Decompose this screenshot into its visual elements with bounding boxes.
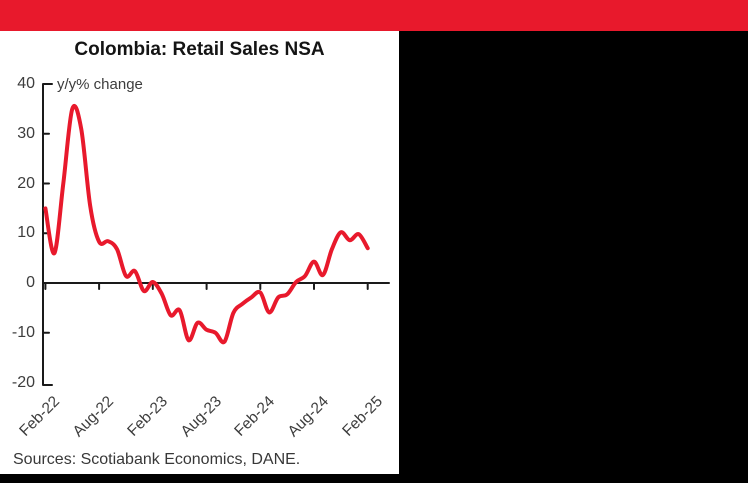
- y-axis-unit-label: y/y% change: [57, 76, 143, 93]
- source-note: Sources: Scotiabank Economics, DANE.: [13, 451, 301, 468]
- y-tick-label: 40: [17, 75, 35, 92]
- retail-sales-chart-plot: [42, 83, 390, 386]
- retail-sales-line: [43, 103, 370, 345]
- y-tick-label: 20: [17, 174, 35, 192]
- chart-card: Colombia: Retail Sales NSA y/y% change S…: [0, 31, 399, 474]
- y-tick-label: 30: [17, 124, 35, 142]
- bottom-divider-bar: [0, 474, 748, 483]
- redacted-right-panel: [399, 31, 748, 483]
- chart-title: Colombia: Retail Sales NSA: [74, 39, 325, 60]
- y-tick-label: 0: [26, 274, 35, 291]
- report-header-bar: [0, 0, 748, 31]
- y-tick-label: -20: [11, 373, 35, 391]
- x-axis-zero-line: [42, 282, 390, 290]
- y-axis: [42, 83, 53, 386]
- y-tick-label: 10: [17, 224, 35, 242]
- y-tick-label: -10: [11, 323, 35, 341]
